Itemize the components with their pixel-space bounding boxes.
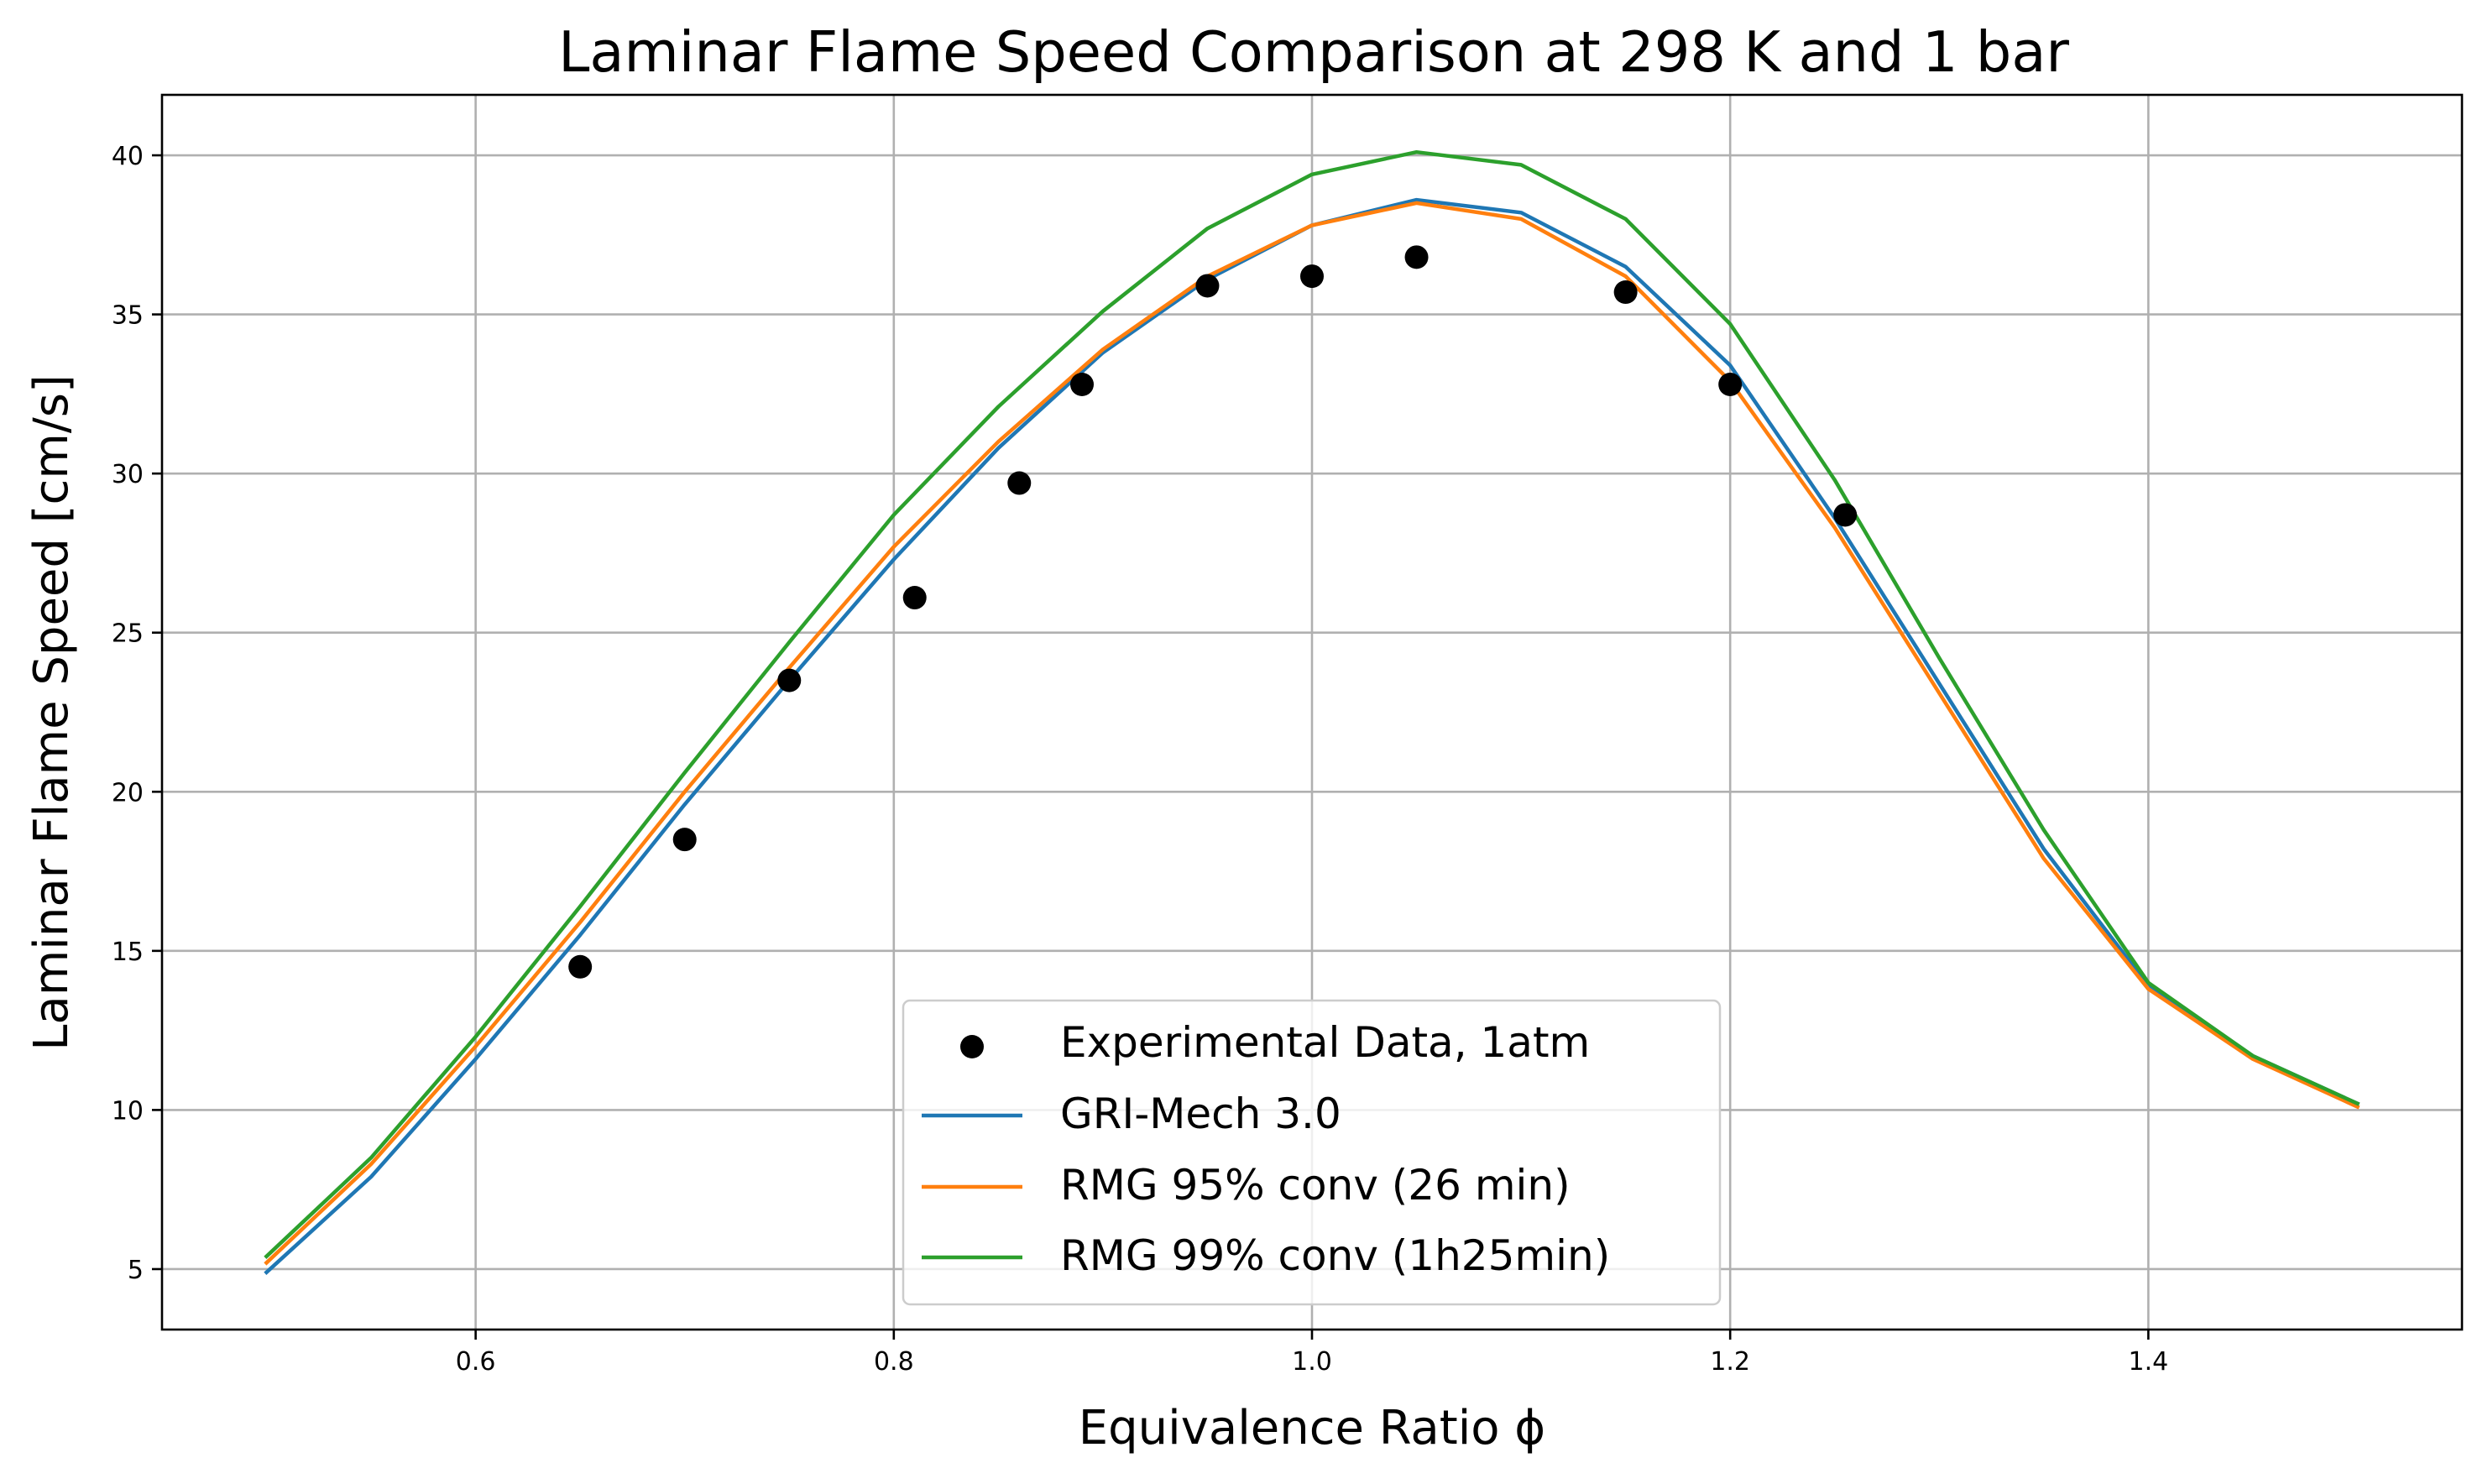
series-layer [264, 149, 2360, 1275]
tick-layer: 0.6 0.8 1.0 1.2 1.4 5 10 15 20 25 30 35 40 [112, 142, 2168, 1377]
experimental-data-point [777, 668, 802, 692]
legend-label-experimental: Experimental Data, 1atm [1060, 1018, 1590, 1067]
y-tick-label: 25 [112, 619, 144, 649]
experimental-data-point [1613, 280, 1638, 305]
x-tick-label: 1.0 [1292, 1347, 1332, 1377]
x-axis-label: Equivalence Ratio ϕ [1079, 1401, 1546, 1455]
y-tick-label: 15 [112, 938, 144, 967]
experimental-data-point [1300, 264, 1324, 289]
y-tick-label: 10 [112, 1096, 144, 1126]
experimental-data-point [1404, 245, 1429, 269]
experimental-data-point [1007, 471, 1032, 495]
y-tick-label: 5 [128, 1256, 144, 1285]
experimental-data-point [1070, 373, 1094, 397]
experimental-data-point [1718, 373, 1743, 397]
legend-box [902, 999, 1722, 1306]
experimental-data-point [1195, 274, 1220, 298]
legend-label-rmg-95: RMG 95% conv (26 min) [1060, 1161, 1571, 1210]
x-tick-label: 0.6 [456, 1347, 496, 1377]
experimental-data-point [902, 586, 927, 610]
y-tick-label: 40 [112, 142, 144, 171]
legend-label-gri-mech: GRI-Mech 3.0 [1060, 1089, 1341, 1138]
chart-title: Laminar Flame Speed Comparison at 298 K … [558, 19, 2069, 85]
series-line-rmg-95 [264, 201, 2360, 1266]
experimental-data-point [672, 828, 697, 852]
y-tick-label: 20 [112, 778, 144, 807]
x-tick-label: 1.4 [2129, 1347, 2169, 1377]
scatter-layer [568, 245, 1858, 979]
x-tick-label: 0.8 [874, 1347, 914, 1377]
experimental-data-point [568, 954, 593, 979]
legend-label-rmg-99: RMG 99% conv (1h25min) [1060, 1231, 1610, 1280]
series-line-rmg-99 [264, 149, 2360, 1259]
y-axis-label: Laminar Flame Speed [cm/s] [24, 374, 79, 1051]
legend: Experimental Data, 1atm GRI-Mech 3.0 RMG… [902, 999, 1722, 1306]
experimental-data-point [1833, 503, 1858, 527]
y-tick-label: 30 [112, 460, 144, 489]
x-tick-label: 1.2 [1710, 1347, 1750, 1377]
legend-marker-experimental [960, 1035, 984, 1058]
y-tick-label: 35 [112, 301, 144, 331]
